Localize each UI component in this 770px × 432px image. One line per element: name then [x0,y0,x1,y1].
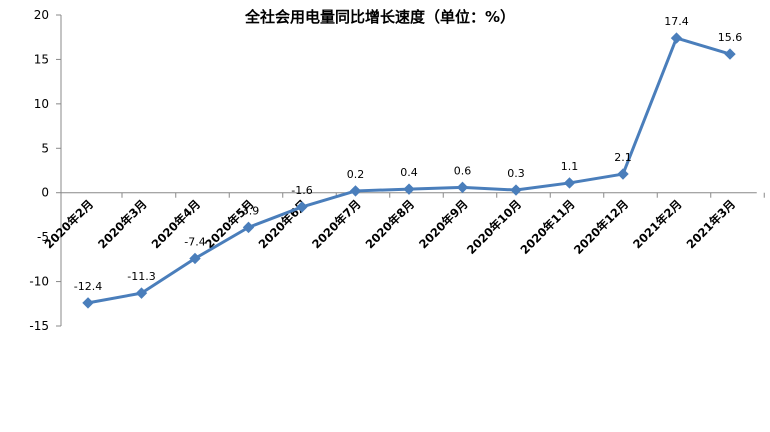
x-tick-label: 2020年9月 [416,197,470,251]
x-tick-label: 2021年2月 [630,197,684,251]
data-point-marker [563,177,576,189]
data-label: 0.2 [347,168,365,181]
y-tick-label: 10 [34,97,49,111]
data-label: 17.4 [664,15,689,28]
data-label: 0.3 [507,167,525,180]
y-tick-label: -5 [37,230,49,244]
chart-title: 全社会用电量同比增长速度（单位：%） [244,8,515,26]
data-label: -7.4 [184,235,205,248]
data-point-marker [135,287,148,299]
y-tick-label: 0 [41,186,49,200]
data-label: 0.4 [400,166,418,179]
y-tick-label: -10 [29,275,49,289]
x-tick-label: 2020年3月 [95,197,149,251]
y-tick-label: 20 [34,8,49,22]
data-point-marker [670,32,683,44]
y-tick-label: 15 [34,52,49,66]
data-label: 15.6 [718,31,743,44]
x-tick-label: 2020年10月 [464,197,524,257]
data-point-marker [456,181,469,194]
data-label: -12.4 [74,280,102,293]
data-point-marker [189,252,201,265]
data-labels: -12.4 -11.3 -7.4 -3.9 -1.6 0.2 0.4 0.6 0.3 1.1 2.1… [74,15,742,293]
y-axis: 20 15 10 5 0 -5 -10 -15 [29,8,61,333]
data-point-marker [82,297,94,309]
data-point-marker [349,185,362,197]
data-point-marker [242,221,255,234]
x-axis-labels: 2020年2月 2020年3月 2020年4月 2020年5月 2020年6月 2020年… [42,197,738,257]
data-label: -3.9 [238,204,259,217]
data-label: 1.1 [561,160,579,173]
data-point-marker [617,168,629,180]
data-point-marker [403,183,415,195]
data-label: -11.3 [127,270,155,283]
x-tick-label: 2021年3月 [684,197,738,251]
data-label: 2.1 [614,151,632,164]
x-tick-label: 2020年11月 [518,197,578,257]
x-tick-label: 2020年8月 [363,197,417,251]
x-tick-label: 2020年2月 [42,197,96,251]
data-label: -1.6 [291,184,312,197]
data-point-marker [510,184,522,196]
y-tick-label: -15 [29,319,49,333]
y-tick-label: 5 [41,141,49,155]
x-tick-label: 2020年12月 [571,197,631,257]
data-point-marker [296,201,308,213]
data-point-marker [724,48,736,60]
data-label: 0.6 [454,164,472,177]
series-markers [82,32,736,309]
x-tick-label: 2020年7月 [309,197,363,251]
x-axis [61,192,765,198]
